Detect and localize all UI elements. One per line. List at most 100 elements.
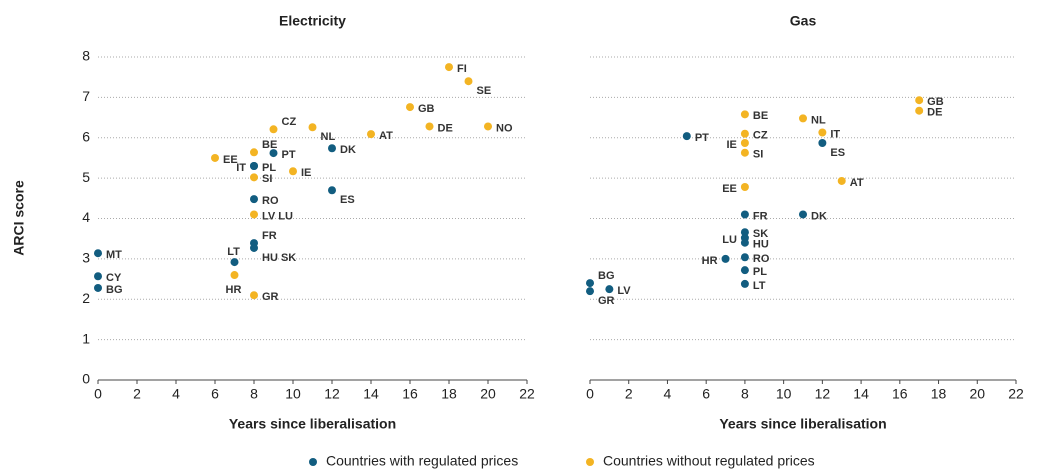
point bbox=[250, 291, 258, 300]
point-label: LV LU bbox=[262, 210, 293, 222]
point-label: IT bbox=[236, 162, 246, 174]
x-tick-label: 18 bbox=[441, 386, 457, 402]
point bbox=[740, 210, 749, 219]
point-label: GR bbox=[598, 295, 615, 307]
x-axis-label: Years since liberalisation bbox=[719, 416, 886, 432]
point bbox=[250, 195, 258, 204]
point bbox=[740, 138, 749, 147]
point bbox=[289, 167, 297, 176]
point-label: IE bbox=[301, 167, 311, 179]
x-tick-label: 0 bbox=[94, 386, 102, 402]
point bbox=[425, 122, 434, 131]
point bbox=[250, 210, 258, 219]
x-axis-label: Years since liberalisation bbox=[229, 416, 396, 432]
point bbox=[740, 228, 749, 237]
point bbox=[250, 162, 258, 171]
point-label: BG bbox=[598, 270, 615, 282]
point-label: HR bbox=[702, 255, 718, 267]
point bbox=[799, 114, 807, 123]
y-tick-label: 3 bbox=[82, 250, 90, 266]
x-tick-label: 2 bbox=[625, 386, 633, 402]
point-label: HU bbox=[753, 239, 769, 251]
point bbox=[230, 258, 239, 267]
point-label: EE bbox=[223, 154, 238, 166]
point-label: MT bbox=[106, 249, 122, 261]
point bbox=[586, 287, 594, 296]
point bbox=[586, 279, 594, 288]
point bbox=[740, 279, 749, 288]
x-tick-label: 12 bbox=[324, 386, 340, 402]
x-tick-label: 4 bbox=[664, 386, 672, 402]
point-label: CZ bbox=[753, 130, 768, 142]
point-label: DK bbox=[811, 210, 827, 222]
point bbox=[328, 144, 336, 153]
point-label: PT bbox=[282, 149, 296, 161]
point bbox=[94, 249, 102, 258]
point-label: FR bbox=[262, 230, 277, 242]
point bbox=[445, 63, 453, 72]
point-label: CZ bbox=[282, 116, 297, 128]
point bbox=[250, 148, 258, 157]
point-label: EE bbox=[722, 183, 737, 195]
x-tick-label: 8 bbox=[741, 386, 749, 402]
point bbox=[308, 123, 317, 132]
point-label: RO bbox=[753, 253, 770, 265]
point bbox=[94, 272, 102, 281]
point bbox=[682, 132, 691, 141]
point-label: FI bbox=[457, 63, 467, 75]
point bbox=[484, 122, 492, 131]
chart-title: Electricity bbox=[279, 13, 346, 29]
point-label: DE bbox=[438, 122, 453, 134]
point bbox=[230, 271, 239, 280]
point-label: PT bbox=[695, 132, 709, 144]
point-label: SI bbox=[262, 173, 272, 185]
point bbox=[94, 283, 102, 292]
y-tick-label: 2 bbox=[82, 290, 90, 306]
point bbox=[915, 96, 924, 105]
point-label: GB bbox=[418, 103, 435, 115]
point-label: IT bbox=[830, 128, 840, 140]
x-tick-label: 6 bbox=[211, 386, 219, 402]
chart-title: Gas bbox=[790, 13, 817, 29]
point bbox=[799, 210, 807, 219]
point-label: SI bbox=[753, 149, 763, 161]
point bbox=[250, 173, 258, 182]
point bbox=[740, 238, 749, 247]
x-tick-label: 18 bbox=[931, 386, 947, 402]
x-tick-label: 6 bbox=[702, 386, 710, 402]
x-tick-label: 20 bbox=[480, 386, 496, 402]
point-label: PL bbox=[262, 162, 276, 174]
point bbox=[740, 183, 749, 192]
legend-label: Countries without regulated prices bbox=[603, 453, 815, 469]
point-label: LU bbox=[722, 234, 737, 246]
point bbox=[818, 138, 827, 147]
point-label: ES bbox=[830, 147, 845, 159]
point bbox=[818, 128, 827, 137]
point bbox=[406, 103, 414, 112]
x-tick-label: 22 bbox=[1008, 386, 1024, 402]
legend-label: Countries with regulated prices bbox=[326, 453, 518, 469]
point-label: CY bbox=[106, 272, 122, 284]
y-tick-label: 0 bbox=[82, 371, 90, 387]
point bbox=[740, 129, 749, 138]
point bbox=[915, 106, 924, 115]
y-tick-label: 4 bbox=[82, 209, 90, 225]
point bbox=[740, 148, 749, 157]
point-label: NO bbox=[496, 122, 513, 134]
y-tick-label: 5 bbox=[82, 169, 90, 185]
point bbox=[269, 125, 278, 134]
point bbox=[328, 186, 336, 195]
point-label: BE bbox=[262, 139, 277, 151]
point bbox=[269, 149, 278, 158]
point bbox=[464, 77, 473, 86]
point bbox=[837, 176, 846, 185]
point bbox=[740, 253, 749, 262]
point-label: NL bbox=[811, 114, 826, 126]
point-label: PL bbox=[753, 266, 767, 278]
x-tick-label: 16 bbox=[402, 386, 418, 402]
point bbox=[250, 243, 258, 252]
point bbox=[367, 130, 375, 139]
x-tick-label: 20 bbox=[969, 386, 985, 402]
point-label: AT bbox=[850, 177, 864, 189]
